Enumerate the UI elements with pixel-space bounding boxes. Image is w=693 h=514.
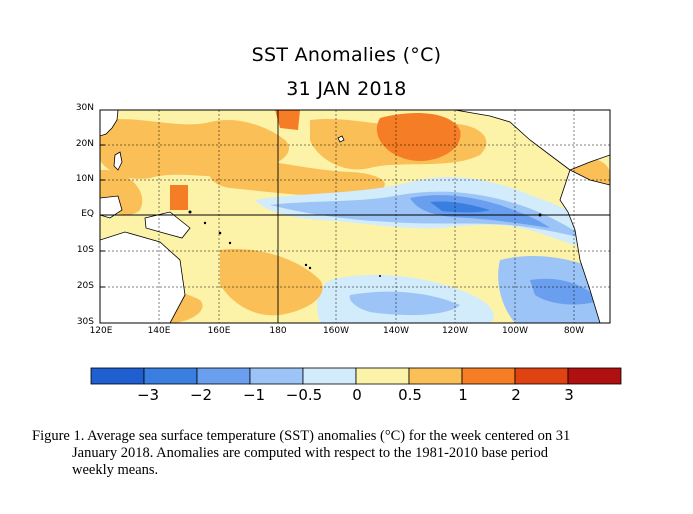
- land-masses: [100, 110, 610, 323]
- map-date: 31 JAN 2018: [286, 78, 407, 100]
- lon-label: 80W: [563, 326, 585, 336]
- caption-line: Figure 1. Average sea surface temperatur…: [32, 428, 571, 444]
- lat-label: 30N: [75, 103, 94, 113]
- caption-line: weekly means.: [72, 462, 159, 478]
- lon-label: 120E: [89, 326, 113, 336]
- caption-line: January 2018. Anomalies are computed wit…: [72, 445, 548, 461]
- colorbar-label: 0.5: [398, 386, 422, 404]
- colorbar-label: −2: [189, 386, 213, 404]
- lon-label: 100W: [501, 326, 529, 336]
- figure-caption: Figure 1. Average sea surface temperatur…: [32, 428, 672, 479]
- sst-anomaly-map: [99, 109, 611, 324]
- lon-label: 180: [269, 326, 287, 336]
- colorbar-label: 1: [458, 386, 468, 404]
- lat-label: 10S: [76, 245, 94, 255]
- lat-label: 10N: [75, 174, 94, 184]
- lat-label: 20S: [76, 281, 94, 291]
- lon-label: 160E: [207, 326, 231, 336]
- colorbar-bin: [408, 367, 463, 385]
- colorbar-bin: [143, 367, 198, 385]
- lat-label: 20N: [75, 139, 94, 149]
- lon-label: 160W: [322, 326, 350, 336]
- colorbar-bin: [302, 367, 357, 385]
- colorbar-bin: [514, 367, 569, 385]
- colorbar-bin: [567, 367, 622, 385]
- anomaly-field: [100, 110, 610, 323]
- lat-label: EQ: [81, 209, 94, 219]
- colorbar-label: −1: [242, 386, 266, 404]
- lon-label: 120W: [441, 326, 469, 336]
- lon-label: 140W: [382, 326, 410, 336]
- lat-label: 30S: [76, 317, 94, 327]
- colorbar-label: 3: [564, 386, 574, 404]
- colorbar-label: 2: [511, 386, 521, 404]
- lon-label: 140E: [147, 326, 171, 336]
- colorbar-label: 0: [352, 386, 362, 404]
- colorbar-bin: [249, 367, 304, 385]
- islands: [188, 210, 542, 277]
- map-title: SST Anomalies (°C): [251, 44, 442, 66]
- colorbar-bin: [355, 367, 410, 385]
- colorbar-label: −0.5: [285, 386, 323, 404]
- colorbar: [90, 367, 622, 385]
- colorbar-bin: [461, 367, 516, 385]
- colorbar-label: −3: [136, 386, 160, 404]
- grid-lines: [100, 110, 610, 323]
- colorbar-bin: [90, 367, 145, 385]
- colorbar-bin: [196, 367, 251, 385]
